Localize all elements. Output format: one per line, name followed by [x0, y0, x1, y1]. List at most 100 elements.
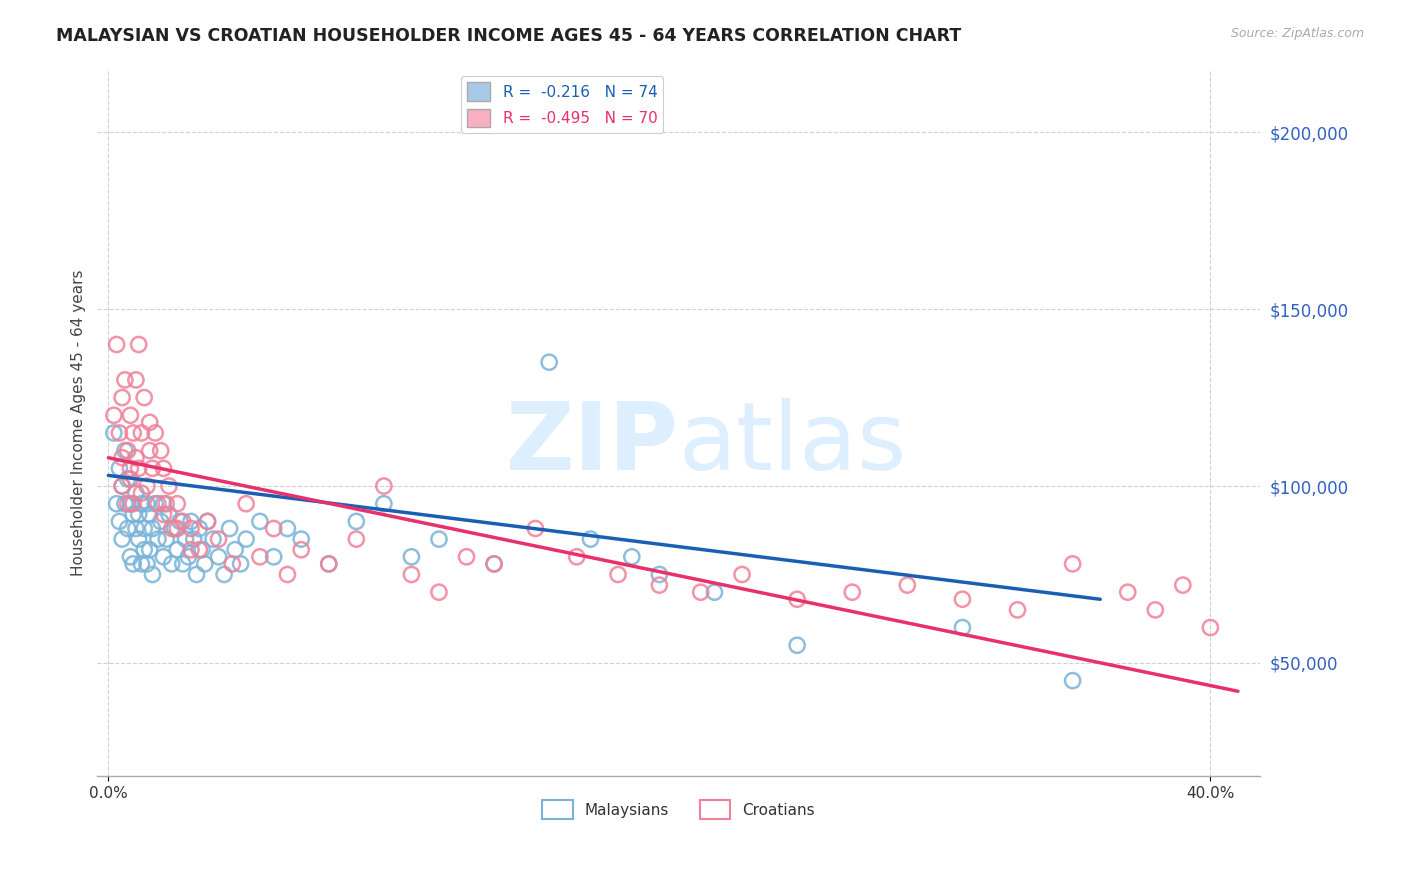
- Point: [174, 532, 197, 546]
- Point: [318, 557, 340, 571]
- Point: [172, 557, 194, 571]
- Point: [117, 497, 139, 511]
- Point: [276, 567, 298, 582]
- Point: [108, 515, 131, 529]
- Point: [1199, 621, 1222, 635]
- Point: [786, 638, 808, 652]
- Point: [141, 567, 163, 582]
- Point: [122, 425, 145, 440]
- Point: [122, 508, 145, 522]
- Point: [111, 479, 134, 493]
- Point: [125, 486, 148, 500]
- Point: [152, 508, 174, 522]
- Point: [221, 557, 243, 571]
- Point: [103, 425, 125, 440]
- Point: [183, 532, 205, 546]
- Point: [401, 549, 423, 564]
- Point: [1062, 557, 1084, 571]
- Point: [128, 337, 150, 351]
- Point: [120, 409, 142, 423]
- Point: [290, 532, 312, 546]
- Point: [138, 415, 160, 429]
- Point: [620, 549, 643, 564]
- Text: Source: ZipAtlas.com: Source: ZipAtlas.com: [1230, 27, 1364, 40]
- Point: [138, 508, 160, 522]
- Point: [105, 337, 128, 351]
- Point: [180, 542, 202, 557]
- Legend: Malaysians, Croatians: Malaysians, Croatians: [536, 794, 821, 825]
- Point: [125, 450, 148, 465]
- Point: [125, 373, 148, 387]
- Point: [114, 443, 136, 458]
- Point: [1116, 585, 1139, 599]
- Point: [249, 515, 271, 529]
- Point: [120, 472, 142, 486]
- Point: [105, 497, 128, 511]
- Point: [160, 557, 183, 571]
- Point: [134, 521, 156, 535]
- Point: [166, 497, 188, 511]
- Point: [197, 515, 219, 529]
- Point: [155, 532, 177, 546]
- Point: [122, 497, 145, 511]
- Point: [108, 461, 131, 475]
- Y-axis label: Householder Income Ages 45 - 64 years: Householder Income Ages 45 - 64 years: [72, 269, 86, 575]
- Point: [401, 567, 423, 582]
- Point: [565, 549, 588, 564]
- Point: [186, 567, 208, 582]
- Point: [290, 542, 312, 557]
- Point: [117, 472, 139, 486]
- Point: [136, 479, 159, 493]
- Point: [524, 521, 547, 535]
- Text: MALAYSIAN VS CROATIAN HOUSEHOLDER INCOME AGES 45 - 64 YEARS CORRELATION CHART: MALAYSIAN VS CROATIAN HOUSEHOLDER INCOME…: [56, 27, 962, 45]
- Point: [579, 532, 602, 546]
- Point: [117, 521, 139, 535]
- Point: [131, 557, 153, 571]
- Point: [212, 567, 235, 582]
- Point: [952, 621, 974, 635]
- Point: [155, 497, 177, 511]
- Point: [141, 521, 163, 535]
- Point: [111, 532, 134, 546]
- Point: [841, 585, 863, 599]
- Point: [141, 461, 163, 475]
- Point: [152, 549, 174, 564]
- Point: [134, 542, 156, 557]
- Point: [482, 557, 505, 571]
- Point: [146, 532, 169, 546]
- Point: [120, 549, 142, 564]
- Point: [128, 532, 150, 546]
- Point: [456, 549, 478, 564]
- Point: [218, 521, 240, 535]
- Point: [152, 497, 174, 511]
- Point: [538, 355, 561, 369]
- Point: [149, 515, 172, 529]
- Point: [136, 497, 159, 511]
- Point: [249, 549, 271, 564]
- Point: [177, 549, 200, 564]
- Point: [607, 567, 630, 582]
- Point: [111, 479, 134, 493]
- Point: [117, 443, 139, 458]
- Point: [180, 521, 202, 535]
- Point: [373, 479, 395, 493]
- Point: [166, 542, 188, 557]
- Point: [131, 425, 153, 440]
- Point: [648, 578, 671, 592]
- Point: [138, 542, 160, 557]
- Point: [703, 585, 725, 599]
- Point: [373, 497, 395, 511]
- Point: [103, 409, 125, 423]
- Point: [197, 515, 219, 529]
- Point: [194, 557, 217, 571]
- Point: [207, 549, 229, 564]
- Point: [648, 567, 671, 582]
- Point: [1007, 603, 1029, 617]
- Point: [202, 532, 225, 546]
- Point: [207, 532, 229, 546]
- Point: [235, 497, 257, 511]
- Point: [235, 532, 257, 546]
- Point: [146, 497, 169, 511]
- Point: [180, 515, 202, 529]
- Point: [125, 521, 148, 535]
